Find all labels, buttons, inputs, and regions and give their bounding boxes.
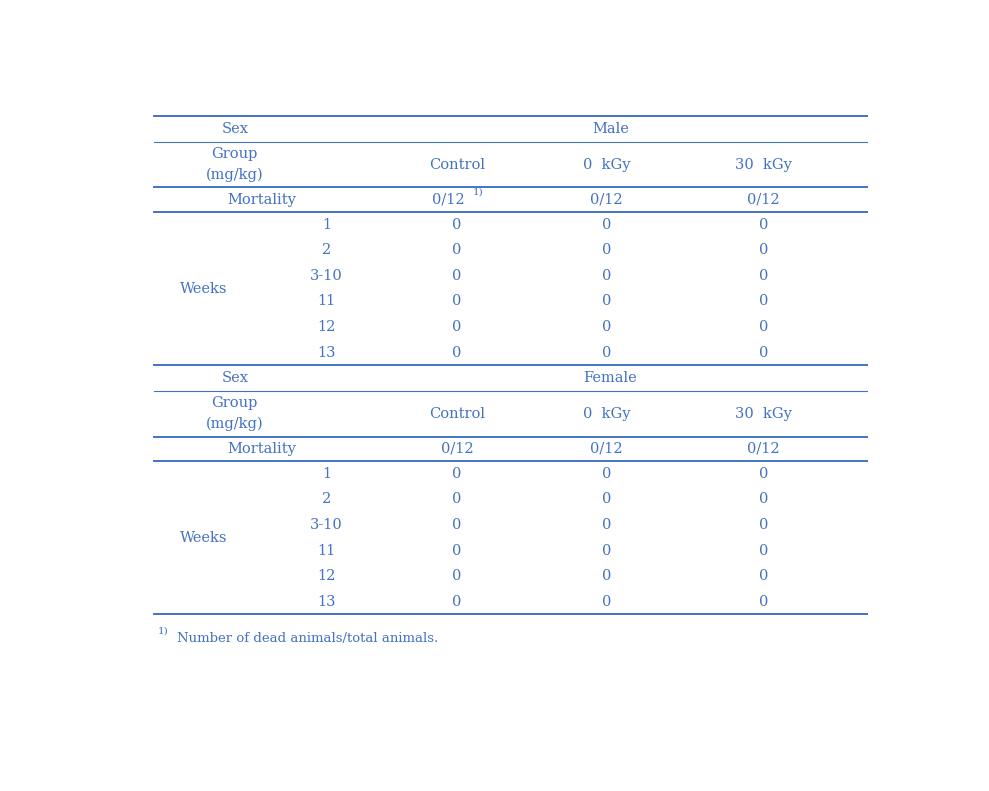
Text: Weeks: Weeks (180, 531, 227, 545)
Text: 0: 0 (759, 294, 768, 308)
Text: 13: 13 (317, 595, 336, 608)
Text: 0/12: 0/12 (748, 442, 780, 456)
Text: 0: 0 (452, 218, 462, 232)
Text: 30  kGy: 30 kGy (735, 407, 792, 421)
Text: 0: 0 (452, 294, 462, 308)
Text: 0: 0 (602, 569, 611, 583)
Text: Male: Male (591, 122, 629, 136)
Text: 0: 0 (452, 543, 462, 558)
Text: 0: 0 (452, 269, 462, 283)
Text: 0  kGy: 0 kGy (583, 157, 630, 172)
Text: Control: Control (429, 407, 485, 421)
Text: 0: 0 (759, 346, 768, 360)
Text: 0: 0 (452, 595, 462, 608)
Text: 0: 0 (602, 543, 611, 558)
Text: 2: 2 (322, 492, 331, 506)
Text: 0: 0 (759, 518, 768, 532)
Text: 0: 0 (602, 346, 611, 360)
Text: 0: 0 (602, 595, 611, 608)
Text: Weeks: Weeks (180, 282, 227, 296)
Text: 13: 13 (317, 346, 336, 360)
Text: 0/12: 0/12 (748, 193, 780, 206)
Text: 0  kGy: 0 kGy (583, 407, 630, 421)
Text: 0: 0 (452, 492, 462, 506)
Text: 3-10: 3-10 (311, 269, 343, 283)
Text: 0: 0 (602, 492, 611, 506)
Text: Group: Group (212, 396, 258, 411)
Text: 3-10: 3-10 (311, 518, 343, 532)
Text: 0/12: 0/12 (431, 193, 464, 206)
Text: 0: 0 (602, 244, 611, 257)
Text: (mg/kg): (mg/kg) (206, 417, 264, 431)
Text: 0: 0 (759, 595, 768, 608)
Text: 0: 0 (452, 320, 462, 334)
Text: 30  kGy: 30 kGy (735, 157, 792, 172)
Text: Sex: Sex (222, 122, 248, 136)
Text: 12: 12 (317, 320, 336, 334)
Text: (mg/kg): (mg/kg) (206, 168, 264, 182)
Text: 0: 0 (452, 467, 462, 481)
Text: Control: Control (429, 157, 485, 172)
Text: 0: 0 (759, 467, 768, 481)
Text: 0: 0 (759, 320, 768, 334)
Text: 0: 0 (602, 467, 611, 481)
Text: Female: Female (584, 371, 637, 385)
Text: 0: 0 (759, 492, 768, 506)
Text: 0/12: 0/12 (590, 193, 623, 206)
Text: 0/12: 0/12 (441, 442, 474, 456)
Text: 0: 0 (759, 543, 768, 558)
Text: Mortality: Mortality (227, 442, 296, 456)
Text: 0: 0 (759, 569, 768, 583)
Text: 0: 0 (602, 269, 611, 283)
Text: Sex: Sex (222, 371, 248, 385)
Text: 11: 11 (317, 543, 336, 558)
Text: 11: 11 (317, 294, 336, 308)
Text: 0: 0 (602, 518, 611, 532)
Text: 0/12: 0/12 (590, 442, 623, 456)
Text: 0: 0 (759, 244, 768, 257)
Text: 0: 0 (759, 218, 768, 232)
Text: Group: Group (212, 147, 258, 161)
Text: 0: 0 (452, 346, 462, 360)
Text: Number of dead animals/total animals.: Number of dead animals/total animals. (177, 632, 438, 645)
Text: 0: 0 (452, 244, 462, 257)
Text: 0: 0 (602, 218, 611, 232)
Text: 2: 2 (322, 244, 331, 257)
Text: 0: 0 (452, 569, 462, 583)
Text: 0: 0 (602, 320, 611, 334)
Text: Mortality: Mortality (227, 193, 296, 206)
Text: 0: 0 (759, 269, 768, 283)
Text: 0: 0 (452, 518, 462, 532)
Text: 1: 1 (322, 467, 331, 481)
Text: 1): 1) (157, 627, 168, 636)
Text: 1): 1) (473, 187, 484, 196)
Text: 12: 12 (317, 569, 336, 583)
Text: 0: 0 (602, 294, 611, 308)
Text: 1: 1 (322, 218, 331, 232)
